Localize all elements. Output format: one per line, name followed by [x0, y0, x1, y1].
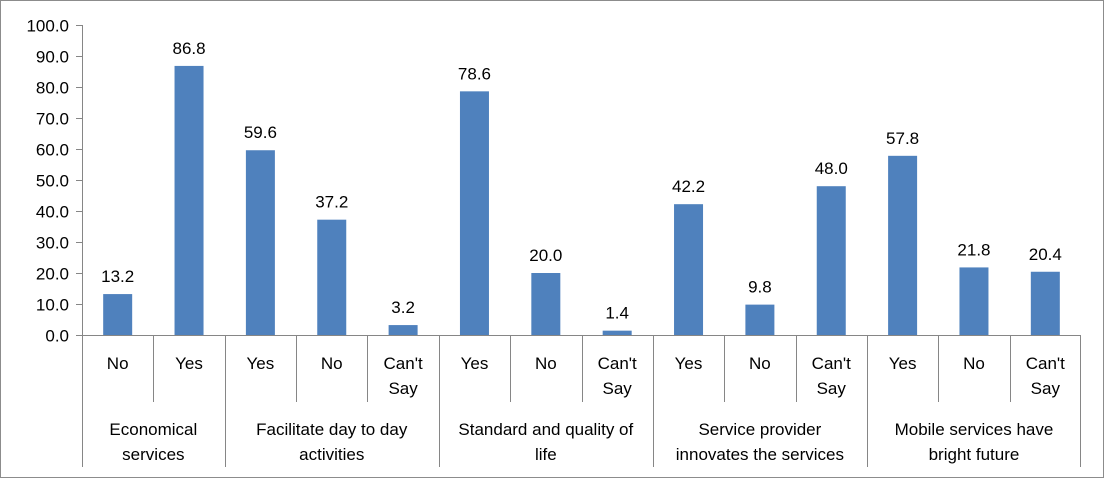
y-tick-label: 100.0	[26, 17, 69, 36]
data-label: 21.8	[957, 240, 990, 259]
bar	[745, 304, 775, 335]
y-tick-label: 20.0	[36, 265, 69, 284]
x-category-label: Yes	[675, 354, 703, 373]
bar	[245, 150, 275, 335]
bar	[816, 186, 846, 335]
x-category-label: Say	[817, 379, 847, 398]
data-label: 13.2	[101, 267, 134, 286]
bar	[388, 325, 418, 335]
x-category-label: No	[535, 354, 557, 373]
bar	[959, 267, 989, 335]
x-category-label: Can't	[812, 354, 851, 373]
x-category-label: No	[749, 354, 771, 373]
bar	[103, 294, 133, 335]
bar	[531, 273, 561, 335]
data-label: 86.8	[172, 39, 205, 58]
x-category-label: Say	[388, 379, 418, 398]
data-label: 20.4	[1029, 245, 1062, 264]
x-category-label: Can't	[598, 354, 637, 373]
x-group-label: Standard and quality of	[458, 420, 633, 439]
y-tick-label: 60.0	[36, 141, 69, 160]
bar	[459, 91, 489, 335]
x-category-label: Can't	[384, 354, 423, 373]
x-category-label: Yes	[461, 354, 489, 373]
data-label: 37.2	[315, 193, 348, 212]
x-category-label: No	[321, 354, 343, 373]
x-category-label: No	[107, 354, 129, 373]
x-group-label: life	[535, 445, 557, 464]
bar	[674, 204, 704, 335]
x-category-label: Say	[1031, 379, 1061, 398]
y-tick-label: 50.0	[36, 172, 69, 191]
y-tick-label: 70.0	[36, 110, 69, 129]
x-category-label: Can't	[1026, 354, 1065, 373]
x-group-label: Service provider	[698, 420, 821, 439]
data-label: 78.6	[458, 64, 491, 83]
y-tick-label: 40.0	[36, 203, 69, 222]
data-label: 57.8	[886, 129, 919, 148]
y-tick-label: 80.0	[36, 79, 69, 98]
y-tick-label: 10.0	[36, 296, 69, 315]
y-tick-label: 90.0	[36, 48, 69, 67]
bar	[317, 219, 347, 335]
x-group-label: bright future	[929, 445, 1020, 464]
x-category-label: Yes	[247, 354, 275, 373]
x-group-label: Economical	[109, 420, 197, 439]
x-category-label: Say	[603, 379, 633, 398]
bar	[602, 330, 632, 335]
y-tick-label: 30.0	[36, 234, 69, 253]
data-label: 42.2	[672, 177, 705, 196]
bar	[888, 155, 918, 335]
x-group-label: services	[122, 445, 184, 464]
x-group-label: innovates the services	[676, 445, 844, 464]
bar	[174, 65, 204, 336]
x-category-label: No	[963, 354, 985, 373]
data-label: 3.2	[391, 298, 415, 317]
y-tick-label: 0.0	[45, 327, 69, 346]
data-label: 48.0	[815, 159, 848, 178]
x-group-label: Facilitate day to day	[256, 420, 408, 439]
data-label: 20.0	[529, 246, 562, 265]
x-group-label: activities	[299, 445, 364, 464]
data-label: 9.8	[748, 278, 772, 297]
data-label: 1.4	[605, 304, 629, 323]
x-group-label: Mobile services have	[895, 420, 1054, 439]
bar	[1030, 271, 1060, 335]
x-category-label: Yes	[889, 354, 917, 373]
data-label: 59.6	[244, 123, 277, 142]
x-category-label: Yes	[175, 354, 203, 373]
